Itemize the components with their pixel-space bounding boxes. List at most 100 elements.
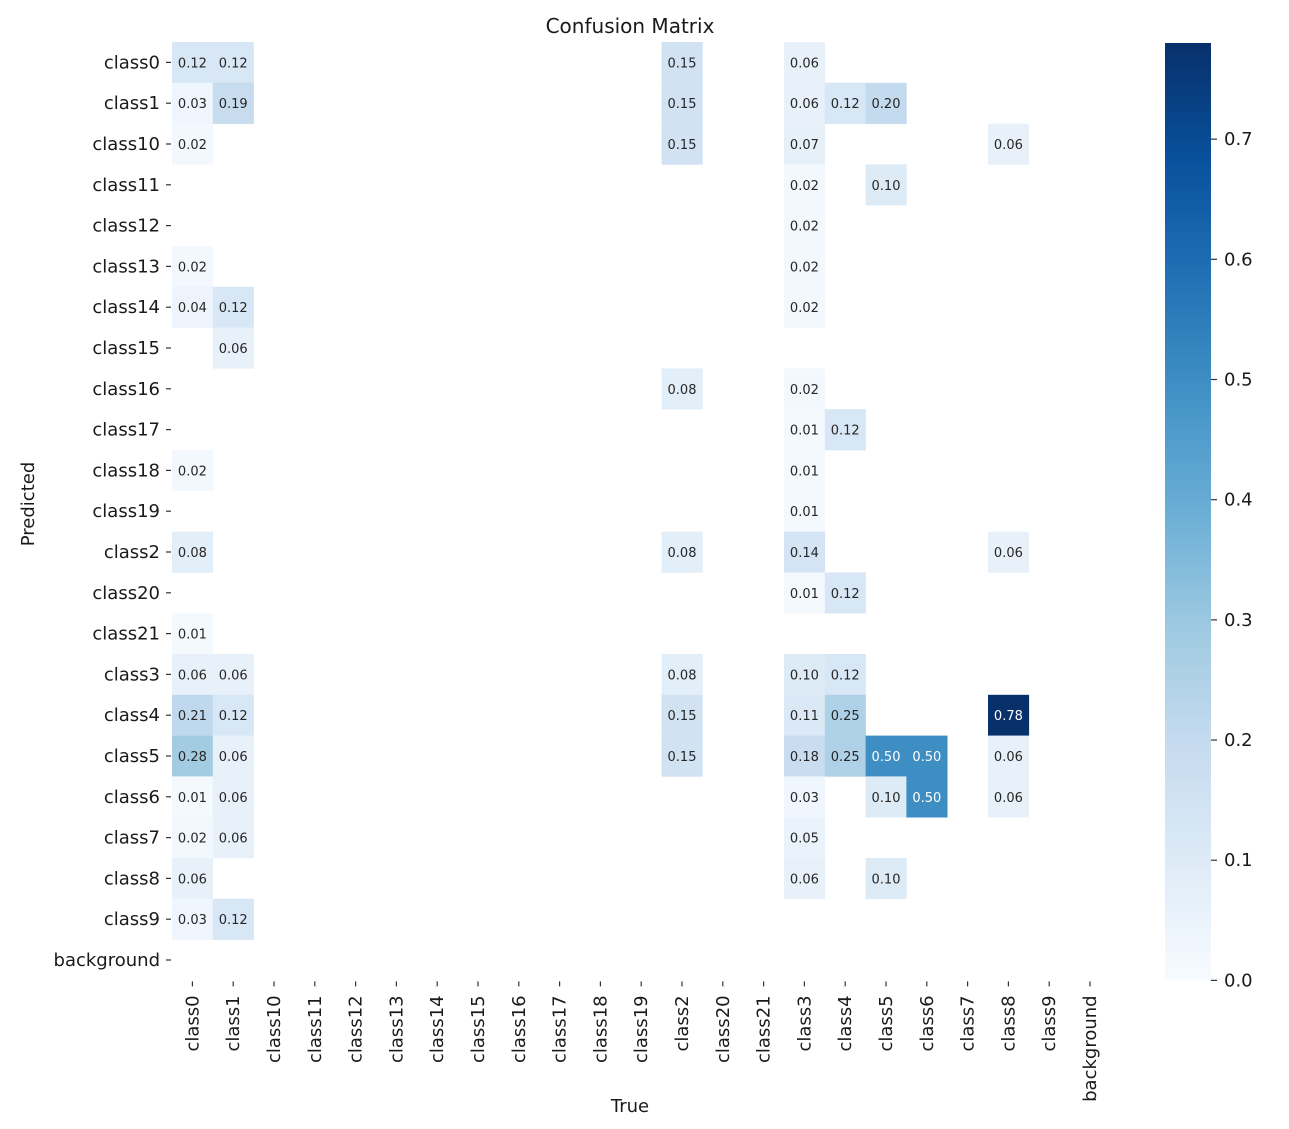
y-tick-label: class18: [92, 460, 160, 481]
y-tick-label: class7: [104, 828, 160, 849]
heatmap-cell: [172, 858, 214, 900]
heatmap-cell-labels: 0.12 0.12 0.15 0.06 0.03 0.19 0.15 0.06 0.12 0.20…: [178, 56, 1023, 928]
heatmap-cell: [988, 694, 1030, 736]
x-tick-label: class10: [264, 995, 285, 1063]
y-tick-label: class15: [92, 338, 160, 359]
cell-value-label: 0.25: [831, 709, 860, 724]
cell-value-label: 0.01: [790, 464, 819, 479]
heatmap-cell: [661, 694, 703, 736]
heatmap-cell: [784, 817, 826, 859]
heatmap-cell: [906, 735, 948, 777]
cell-value-label: 0.02: [178, 832, 207, 847]
cell-value-label: 0.15: [668, 750, 697, 765]
cell-value-label: 0.15: [668, 138, 697, 153]
heatmap-cell: [212, 817, 254, 859]
cell-value-label: 0.03: [178, 913, 207, 928]
cell-value-label: 0.12: [831, 587, 860, 602]
x-axis-ticks: class0 class1 class10 class11 class12 class13…: [182, 981, 1101, 1102]
y-tick-label: class14: [92, 297, 160, 318]
heatmap-cell: [172, 613, 214, 655]
heatmap-cell: [212, 735, 254, 777]
heatmap-cell: [824, 654, 866, 696]
cell-value-label: 0.10: [872, 872, 901, 887]
cell-value-label: 0.06: [219, 750, 248, 765]
x-tick-label: class8: [998, 995, 1019, 1051]
cell-value-label: 0.12: [831, 97, 860, 112]
heatmap-cell: [824, 735, 866, 777]
cell-value-label: 0.25: [831, 750, 860, 765]
y-tick-label: class16: [92, 379, 160, 400]
cell-value-label: 0.01: [178, 791, 207, 806]
heatmap-cell: [784, 123, 826, 165]
heatmap-cell: [784, 531, 826, 573]
heatmap-cell: [661, 368, 703, 410]
heatmap-cell: [784, 164, 826, 206]
x-tick-label: class12: [346, 995, 367, 1063]
heatmap-cell: [661, 735, 703, 777]
cell-value-label: 0.08: [668, 546, 697, 561]
y-tick-label: class2: [104, 542, 160, 563]
heatmap-cell: [784, 409, 826, 451]
cell-value-label: 0.06: [219, 342, 248, 357]
y-tick-label: class17: [92, 420, 160, 441]
colorbar-tick-label: 0.6: [1224, 249, 1253, 270]
colorbar-tick-label: 0.7: [1224, 129, 1253, 150]
cell-value-label: 0.02: [178, 464, 207, 479]
heatmap-cell: [988, 123, 1030, 165]
heatmap-cell: [865, 82, 907, 124]
chart-title: Confusion Matrix: [546, 14, 715, 38]
y-tick-label: class20: [92, 583, 160, 604]
colorbar-tick-label: 0.5: [1224, 370, 1253, 391]
cell-value-label: 0.06: [219, 791, 248, 806]
heatmap-cell: [172, 735, 214, 777]
heatmap-cell: [784, 776, 826, 818]
heatmap-cell: [784, 654, 826, 696]
heatmap-cell: [212, 286, 254, 328]
cell-value-label: 0.06: [219, 832, 248, 847]
x-tick-label: class1: [223, 995, 244, 1051]
y-tick-label: class9: [104, 909, 160, 930]
colorbar-tick-label: 0.4: [1224, 490, 1253, 511]
heatmap-cell: [784, 450, 826, 492]
heatmap-cell: [784, 694, 826, 736]
cell-value-label: 0.15: [668, 56, 697, 71]
heatmap-cell: [212, 694, 254, 736]
x-tick-label: class14: [427, 995, 448, 1063]
colorbar-ticks: 0.0 0.1 0.2 0.3 0.4 0.5 0.6 0.7: [1211, 129, 1253, 991]
cell-value-label: 0.06: [219, 668, 248, 683]
heatmap-cell: [172, 123, 214, 165]
x-tick-label: class19: [631, 995, 652, 1063]
cell-value-label: 0.06: [790, 56, 819, 71]
cell-value-label: 0.15: [668, 709, 697, 724]
heatmap-cell: [784, 735, 826, 777]
heatmap-cell: [661, 654, 703, 696]
cell-value-label: 0.12: [831, 668, 860, 683]
cell-value-label: 0.12: [178, 56, 207, 71]
colorbar-tick-label: 0.1: [1224, 850, 1253, 871]
cell-value-label: 0.02: [790, 220, 819, 235]
heatmap-cell: [172, 82, 214, 124]
x-tick-label: class17: [550, 995, 571, 1063]
y-tick-label: class8: [104, 868, 160, 889]
cell-value-label: 0.28: [178, 750, 207, 765]
cell-value-label: 0.21: [178, 709, 207, 724]
y-tick-label: class13: [92, 256, 160, 277]
y-tick-label: class12: [92, 216, 160, 237]
cell-value-label: 0.08: [668, 668, 697, 683]
heatmap-cell: [784, 572, 826, 614]
cell-value-label: 0.02: [790, 383, 819, 398]
x-tick-label: class16: [509, 995, 530, 1063]
x-tick-label: class2: [672, 995, 693, 1051]
heatmap-cell: [661, 531, 703, 573]
cell-value-label: 0.05: [790, 832, 819, 847]
heatmap-cell: [212, 776, 254, 818]
colorbar: [1165, 43, 1211, 981]
x-tick-label: class15: [468, 995, 489, 1063]
y-tick-label: class11: [92, 175, 160, 196]
cell-value-label: 0.06: [994, 138, 1023, 153]
heatmap-cell: [661, 82, 703, 124]
cell-value-label: 0.08: [178, 546, 207, 561]
y-tick-label: class19: [92, 501, 160, 522]
cell-value-label: 0.12: [219, 301, 248, 316]
